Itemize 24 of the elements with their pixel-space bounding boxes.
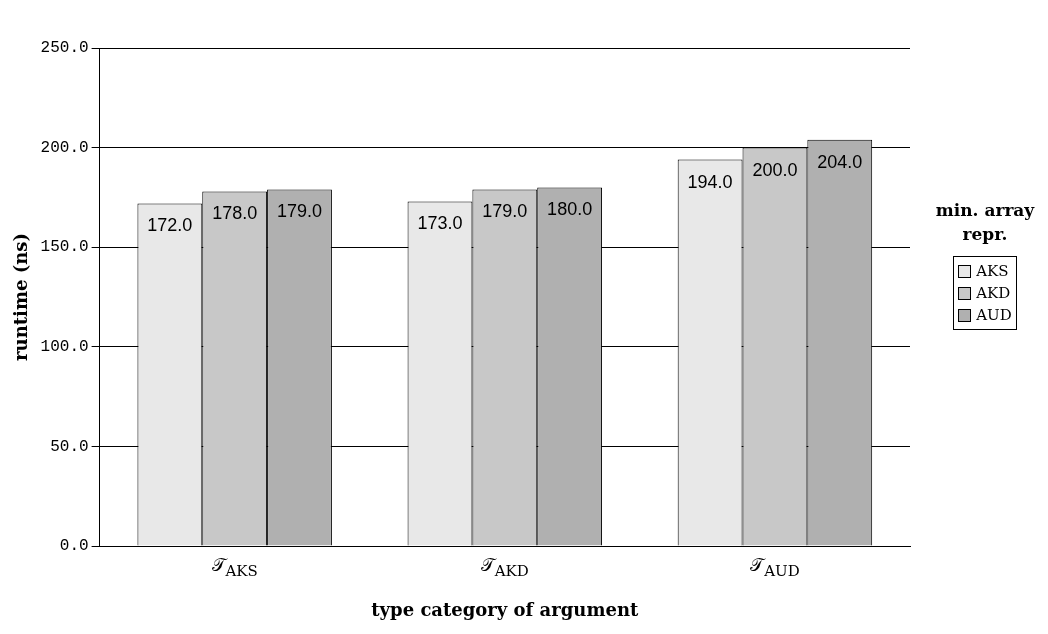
y-axis-title: runtime (ns) <box>10 233 32 361</box>
legend-label: AKD <box>976 283 1011 304</box>
x-axis-title: type category of argument <box>371 598 639 620</box>
text: 204.0 <box>817 151 863 172</box>
y-tick-label: 150.0 <box>40 238 89 257</box>
x-tick-label: 𝒯$_{AKS}$ <box>211 554 258 580</box>
text: 179.0 <box>276 201 323 222</box>
y-tick-label: 250.0 <box>40 39 89 58</box>
text: 200.0 <box>752 159 798 180</box>
text: 179.0 <box>482 201 528 222</box>
x-tick-label: 𝒯$_{AUD}$ <box>750 554 800 580</box>
legend-title: min. array repr. <box>934 199 1036 246</box>
y-tick-label: 50.0 <box>50 437 89 456</box>
text: 172.0 <box>147 215 193 236</box>
x-tick-label: 𝒯$_{AKD}$ <box>480 554 529 580</box>
y-tick-label: 200.0 <box>40 138 89 157</box>
text: 180.0 <box>547 199 593 220</box>
text: 178.0 <box>212 203 258 224</box>
text: 173.0 <box>417 213 463 234</box>
y-tick-label: 100.0 <box>40 338 89 357</box>
legend-label: AKS <box>976 261 1009 282</box>
text: 194.0 <box>687 171 733 192</box>
legend-label: AUD <box>976 305 1012 326</box>
y-tick-label: 0.0 <box>59 537 89 556</box>
